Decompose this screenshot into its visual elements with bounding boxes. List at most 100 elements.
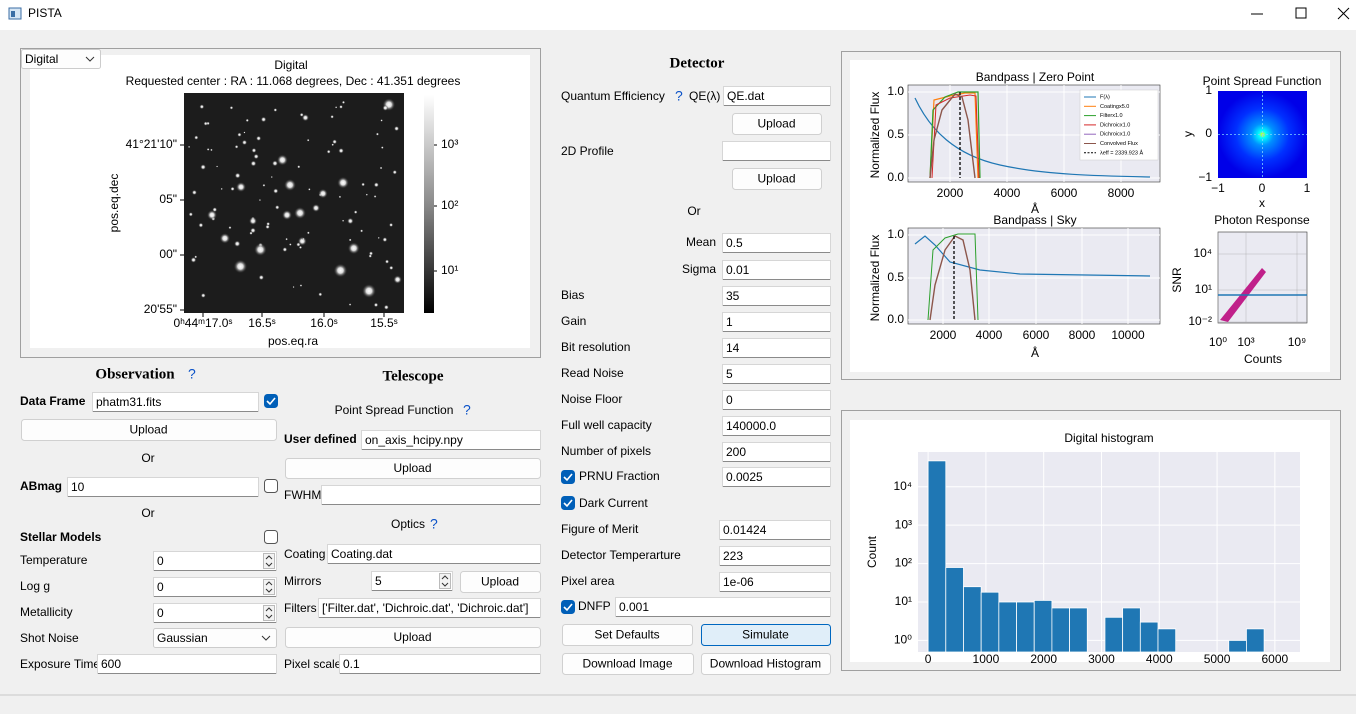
star bbox=[203, 121, 208, 126]
button[interactable] bbox=[732, 113, 822, 135]
checkbox[interactable] bbox=[264, 479, 278, 493]
star bbox=[243, 131, 246, 134]
text-input[interactable] bbox=[722, 364, 831, 384]
legend-label: F(λ) bbox=[1100, 94, 1110, 100]
button-label: Set Defaults bbox=[594, 628, 659, 642]
checkbox[interactable] bbox=[264, 394, 278, 408]
input-value: 600 bbox=[101, 657, 121, 671]
image-x-tick-label: 15.5ˢ bbox=[370, 316, 397, 330]
star bbox=[377, 236, 380, 239]
button[interactable] bbox=[21, 419, 277, 441]
text-input[interactable] bbox=[67, 477, 259, 497]
spin-arrows[interactable] bbox=[263, 605, 275, 621]
spin-box[interactable] bbox=[153, 577, 277, 597]
close-button[interactable] bbox=[1337, 7, 1350, 20]
star bbox=[306, 138, 310, 142]
help-link[interactable]: ? bbox=[675, 88, 683, 104]
combo-box[interactable] bbox=[21, 49, 101, 69]
mini-x-label: Å bbox=[1031, 201, 1039, 216]
or-label: Or bbox=[141, 451, 154, 465]
text-input[interactable] bbox=[97, 654, 277, 674]
star bbox=[339, 104, 343, 109]
star bbox=[245, 118, 249, 123]
field-label: Read Noise bbox=[561, 366, 624, 380]
field-label: FWHM bbox=[284, 488, 321, 502]
star bbox=[337, 176, 349, 189]
button-label: Upload bbox=[757, 117, 795, 131]
spin-arrows[interactable] bbox=[263, 553, 275, 569]
star bbox=[229, 105, 234, 110]
star bbox=[298, 245, 303, 250]
input-value: 0 bbox=[157, 554, 164, 568]
star bbox=[302, 237, 305, 241]
mini-title: Point Spread Function bbox=[1203, 74, 1322, 88]
star bbox=[282, 247, 288, 252]
histogram-bar bbox=[1016, 601, 1035, 653]
star bbox=[194, 135, 199, 140]
colorbar-tick-label: 10³ bbox=[441, 137, 458, 151]
field-label: Shot Noise bbox=[20, 631, 79, 645]
bright-star bbox=[284, 179, 296, 191]
star bbox=[258, 199, 261, 202]
button[interactable] bbox=[285, 627, 541, 648]
help-link[interactable]: ? bbox=[188, 366, 196, 382]
star bbox=[347, 242, 360, 255]
combo-box[interactable] bbox=[153, 628, 277, 648]
spin-box[interactable] bbox=[153, 551, 277, 571]
button-label: Download Image bbox=[582, 657, 672, 671]
spin-arrow-icons bbox=[265, 607, 273, 619]
mini-x-tick-label: 0 bbox=[1259, 181, 1266, 195]
checkbox[interactable] bbox=[561, 600, 575, 614]
button[interactable] bbox=[562, 624, 693, 646]
text-input[interactable] bbox=[722, 390, 831, 410]
spin-box[interactable] bbox=[153, 603, 277, 623]
help-link[interactable]: ? bbox=[463, 402, 471, 418]
input-value: 200 bbox=[726, 445, 746, 459]
input-value: 35 bbox=[726, 289, 740, 303]
button-label: Upload bbox=[393, 630, 431, 644]
text-input[interactable] bbox=[722, 141, 831, 161]
star bbox=[326, 149, 331, 154]
star bbox=[331, 143, 335, 147]
legend-label: Coatingx5.0 bbox=[1100, 104, 1129, 110]
star bbox=[187, 145, 191, 148]
star bbox=[260, 116, 267, 123]
checkbox[interactable] bbox=[561, 470, 575, 484]
button[interactable] bbox=[460, 571, 541, 593]
button[interactable] bbox=[701, 653, 831, 675]
star bbox=[382, 237, 388, 243]
spin-arrows[interactable] bbox=[439, 573, 451, 589]
sky-image bbox=[184, 93, 404, 313]
button[interactable] bbox=[562, 653, 694, 675]
text-input[interactable] bbox=[339, 654, 541, 674]
checkbox[interactable] bbox=[264, 530, 278, 544]
bright-star bbox=[312, 204, 320, 212]
input-value: 0 bbox=[157, 606, 164, 620]
checkbox[interactable] bbox=[561, 496, 575, 510]
help-link[interactable]: ? bbox=[430, 516, 438, 532]
histogram-bar bbox=[963, 586, 982, 653]
input-value: 5 bbox=[726, 367, 733, 381]
mini-x-tick-label: 10³ bbox=[1237, 335, 1254, 349]
image-y-label: pos.eq.dec bbox=[107, 174, 121, 233]
legend-label: Convolved Flux bbox=[1100, 141, 1138, 147]
combo-value: Gaussian bbox=[157, 631, 208, 645]
x-tick-label: 1000 bbox=[973, 652, 1000, 666]
section-heading: Detector bbox=[670, 55, 725, 71]
text-input[interactable] bbox=[722, 312, 831, 332]
star bbox=[330, 114, 334, 119]
button[interactable] bbox=[285, 458, 541, 479]
mini-x-tick-label: 10000 bbox=[1111, 328, 1145, 342]
mini-title: Bandpass | Zero Point bbox=[976, 70, 1095, 84]
mini-y-tick-label: 10⁴ bbox=[1193, 246, 1212, 260]
field-label: Bit resolution bbox=[561, 340, 630, 354]
star bbox=[254, 243, 267, 256]
button-label: Download Histogram bbox=[710, 657, 821, 671]
button[interactable] bbox=[701, 624, 831, 646]
maximize-button[interactable] bbox=[1295, 7, 1307, 19]
star bbox=[256, 135, 262, 141]
button-label: Simulate bbox=[742, 628, 789, 642]
text-input[interactable] bbox=[321, 485, 541, 505]
button[interactable] bbox=[732, 168, 822, 190]
spin-arrows[interactable] bbox=[263, 579, 275, 595]
